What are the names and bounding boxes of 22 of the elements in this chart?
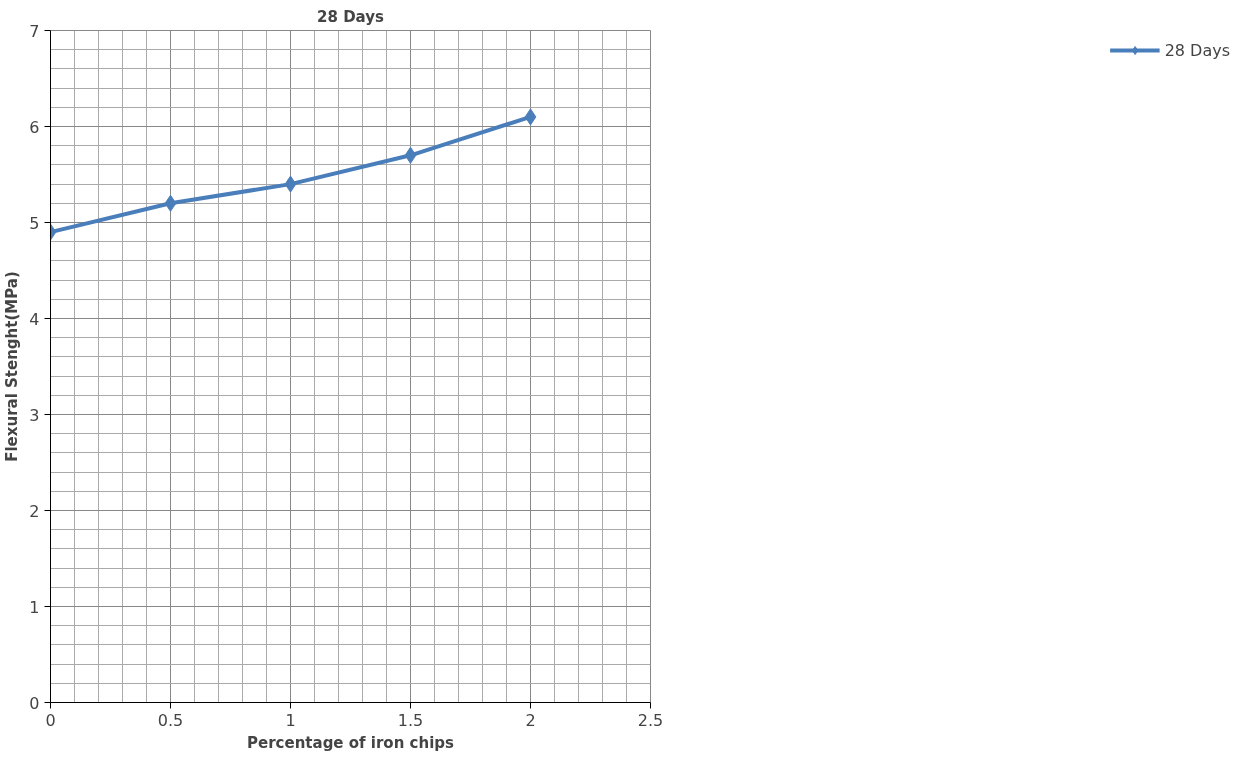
x-tick-label: 0	[45, 710, 56, 730]
point	[284, 175, 297, 193]
y-tick-label: 1	[29, 597, 40, 617]
x-tick-label: 0.5	[157, 710, 184, 730]
x-axis-title: Percentage of iron chips	[247, 733, 455, 752]
point	[164, 194, 177, 212]
y-tick-label: 6	[29, 117, 40, 137]
legend-label: 28 Days	[1164, 40, 1230, 60]
y-tick-label: 7	[29, 21, 40, 41]
y-axis-title: Flexural Stenght(MPa)	[3, 271, 22, 462]
y-tick-label: 0	[29, 693, 40, 713]
y-tick-label: 3	[29, 405, 40, 425]
chart-title: 28 Days	[317, 7, 385, 26]
y-tick-label: 4	[29, 309, 40, 329]
point	[404, 146, 417, 164]
y-tick-label: 2	[29, 501, 40, 521]
point	[524, 108, 537, 126]
x-tick-label: 1.5	[397, 710, 424, 730]
x-tick-label: 2	[525, 710, 536, 730]
x-tick-label: 2.5	[637, 710, 664, 730]
x-tick-label: 1	[285, 710, 296, 730]
y-tick-label: 5	[29, 213, 40, 233]
